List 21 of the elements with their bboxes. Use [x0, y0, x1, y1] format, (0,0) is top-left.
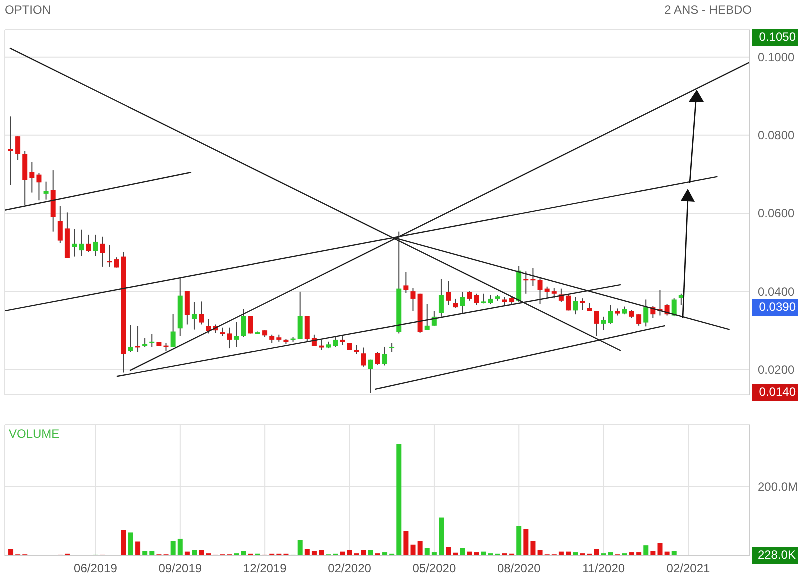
x-tick-label: 06/2019	[74, 562, 118, 576]
x-tick-label: 11/2020	[582, 562, 626, 576]
y-tick-label: 0.0600	[758, 206, 796, 221]
y-tick-label: 0.0200	[758, 362, 796, 377]
text: 228.0K	[752, 547, 798, 564]
x-tick-label: 02/2021	[666, 562, 711, 576]
x-tick-label: 08/2020	[497, 562, 542, 576]
y-tick-label: 0.0800	[758, 128, 796, 143]
chart-title: OPTION	[5, 3, 52, 17]
y-tick-label: 0.1000	[758, 50, 796, 65]
x-tick-label: 09/2019	[158, 562, 202, 576]
y-tick-label: 0.0400	[758, 284, 796, 299]
y-tick-label: 200.0M	[758, 480, 798, 494]
text: 0.0390	[752, 298, 798, 316]
x-tick-label: 02/2020	[328, 562, 372, 576]
x-tick-label: 05/2020	[412, 562, 456, 576]
x-tick-label: 12/2019	[243, 562, 288, 576]
chart-title: VOLUME	[9, 427, 60, 441]
chart-subtitle: 2 ANS - HEBDO	[664, 3, 752, 17]
text: 0.1050	[752, 28, 798, 46]
text: 0.0140	[752, 384, 798, 402]
